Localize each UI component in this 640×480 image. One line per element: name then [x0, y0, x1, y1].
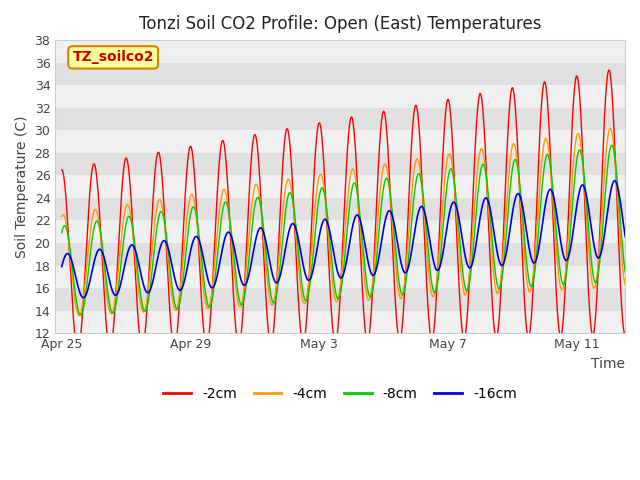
Bar [55, 220, 625, 243]
Bar [55, 63, 625, 85]
Bar [55, 40, 625, 63]
Bar [55, 198, 625, 220]
Bar [55, 130, 625, 153]
Title: Tonzi Soil CO2 Profile: Open (East) Temperatures: Tonzi Soil CO2 Profile: Open (East) Temp… [139, 15, 541, 33]
Legend: -2cm, -4cm, -8cm, -16cm: -2cm, -4cm, -8cm, -16cm [157, 381, 522, 406]
Bar [55, 175, 625, 198]
Text: TZ_soilco2: TZ_soilco2 [72, 50, 154, 64]
Text: Time: Time [591, 357, 625, 371]
Y-axis label: Soil Temperature (C): Soil Temperature (C) [15, 115, 29, 258]
Bar [55, 108, 625, 130]
Bar [55, 153, 625, 175]
Bar [55, 311, 625, 333]
Bar [55, 288, 625, 311]
Bar [55, 243, 625, 265]
Bar [55, 265, 625, 288]
Bar [55, 85, 625, 108]
